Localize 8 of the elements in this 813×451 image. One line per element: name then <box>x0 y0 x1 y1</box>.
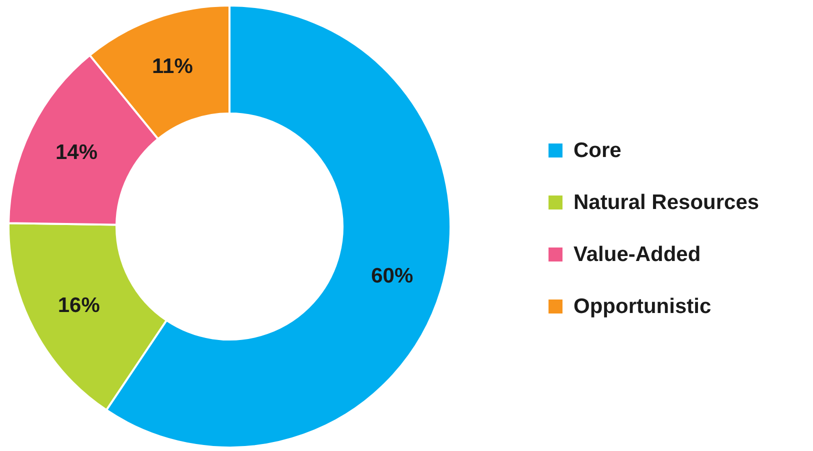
data-label: 16% <box>58 294 100 317</box>
data-label: 11% <box>152 54 194 78</box>
legend-label: Natural Resources <box>574 191 760 214</box>
legend-label: Opportunistic <box>574 295 712 318</box>
data-label: 60% <box>371 264 414 288</box>
legend-label: Value-Added <box>574 243 701 266</box>
legend-label: Core <box>574 139 622 162</box>
data-label: 14% <box>55 140 98 164</box>
